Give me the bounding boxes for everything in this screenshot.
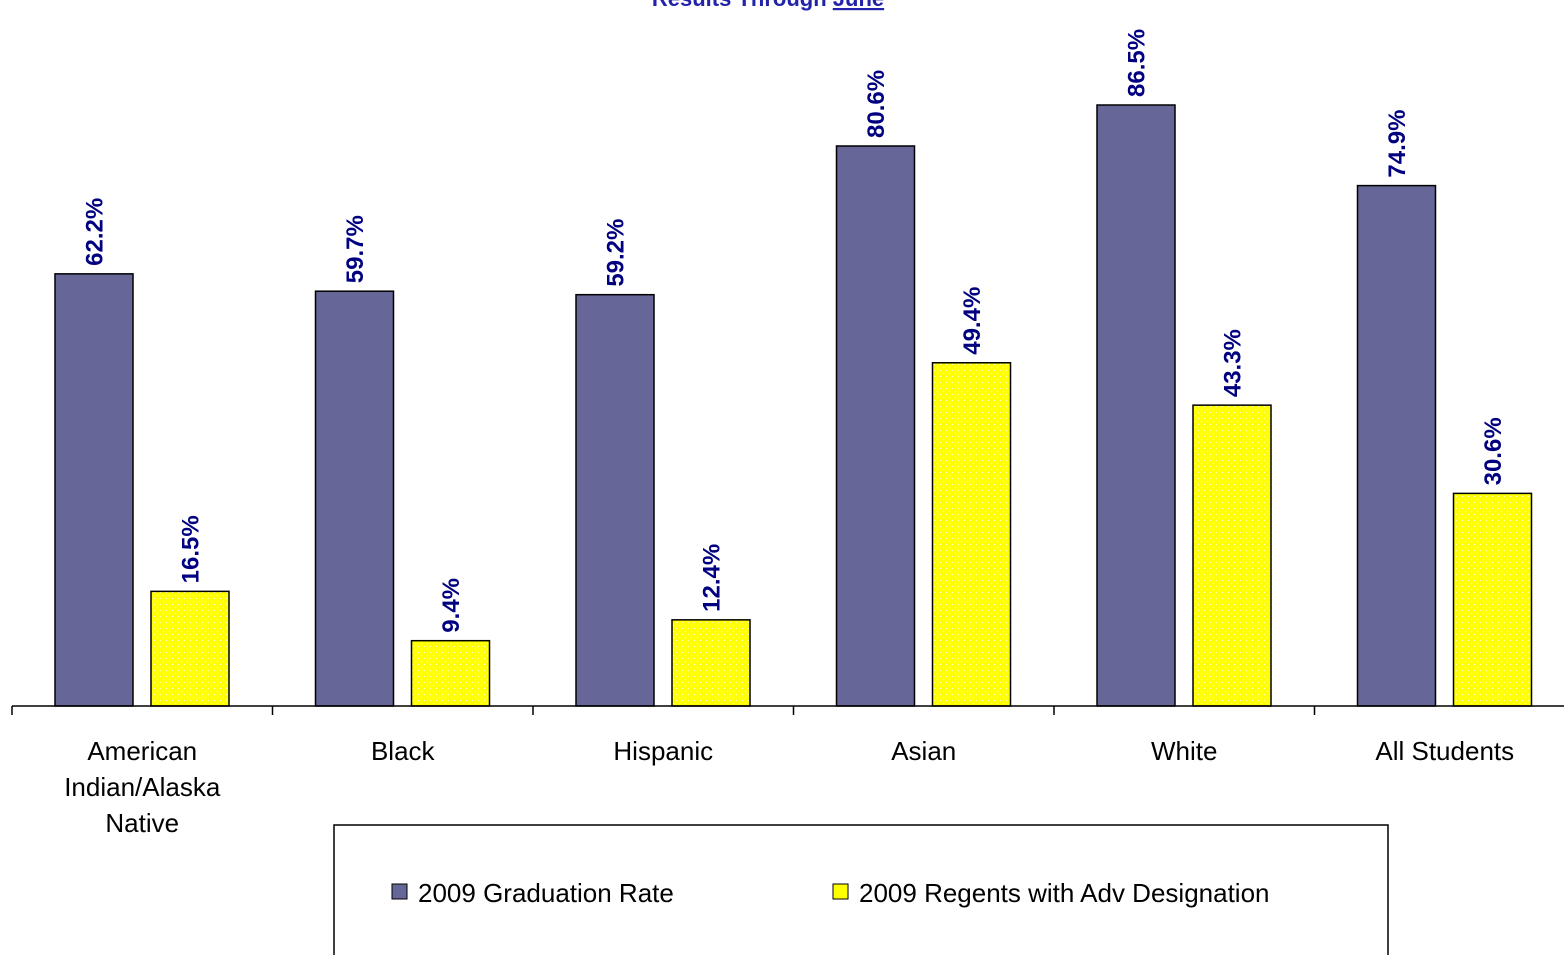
bar-graduation-rate-black [314, 290, 395, 707]
legend-label-regents-adv: 2009 Regents with Adv Designation [859, 878, 1270, 908]
chart-title: Results Through June [652, 0, 884, 11]
category-label-asian: Asian [891, 736, 956, 766]
chart-title-prefix: Results Through [652, 0, 833, 11]
legend-box [333, 824, 1389, 955]
x-axis-ticks [11, 706, 1316, 715]
bar-graduation-rate-hispanic [575, 293, 655, 707]
data-label-regents-adv-hispanic: 12.4% [698, 544, 725, 612]
bar-regents-adv-american-indian-alaska-native [150, 590, 230, 707]
bars-layer [54, 104, 1533, 707]
legend-label-graduation-rate: 2009 Graduation Rate [418, 878, 674, 908]
bar-regents-adv-hispanic [671, 619, 751, 707]
data-label-regents-adv-asian: 49.4% [959, 287, 986, 355]
legend-swatch-graduation-rate [391, 883, 408, 900]
category-label-white: White [1151, 736, 1217, 766]
data-label-graduation-rate-black: 59.7% [342, 215, 369, 283]
category-labels: American Indian/Alaska Native Black Hispanic… [64, 736, 1514, 838]
data-label-graduation-rate-hispanic: 59.2% [602, 219, 629, 287]
legend-swatch-regents-adv [832, 883, 849, 900]
data-label-graduation-rate-asian: 80.6% [863, 70, 890, 138]
data-label-graduation-rate-white: 86.5% [1123, 29, 1150, 97]
bar-regents-adv-black [410, 639, 491, 707]
data-label-regents-adv-american-indian-alaska-native: 16.5% [177, 515, 204, 583]
data-label-regents-adv-all-students: 30.6% [1480, 417, 1507, 485]
bar-regents-adv-asian [931, 362, 1012, 707]
bar-regents-adv-all-students [1452, 492, 1533, 707]
bar-graduation-rate-asian [835, 145, 916, 707]
bar-graduation-rate-american-indian-alaska-native [54, 273, 134, 707]
category-label-american-indian-alaska-native: American Indian/Alaska Native [64, 736, 221, 838]
data-label-graduation-rate-all-students: 74.9% [1384, 110, 1411, 178]
category-label-all-students: All Students [1375, 736, 1514, 766]
category-label-hispanic: Hispanic [613, 736, 713, 766]
legend: 2009 Graduation Rate 2009 Regents with A… [333, 824, 1389, 955]
data-label-graduation-rate-american-indian-alaska-native: 62.2% [81, 198, 108, 266]
data-label-regents-adv-white: 43.3% [1219, 329, 1246, 397]
bar-graduation-rate-all-students [1356, 184, 1437, 707]
data-label-regents-adv-black: 9.4% [438, 578, 465, 633]
bar-graduation-rate-white [1096, 104, 1176, 707]
category-label-black: Black [371, 736, 436, 766]
chart-title-emphasis: June [833, 0, 884, 11]
bar-regents-adv-white [1192, 404, 1272, 707]
value-labels-layer: 62.2% 16.5% 59.7% 9.4% 59.2% 12.4% 80.6% 49.4% 8… [81, 29, 1507, 633]
